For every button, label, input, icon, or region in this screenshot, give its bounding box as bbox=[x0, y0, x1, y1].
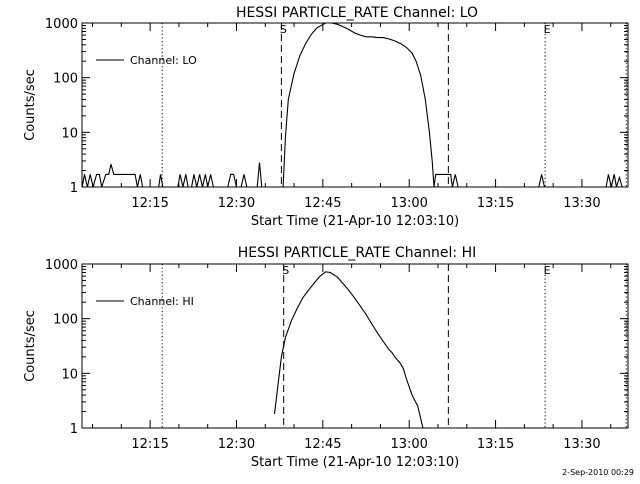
chart-title: HESSI PARTICLE_RATE Channel: LO bbox=[236, 5, 478, 21]
plot-timestamp: 2-Sep-2010 00:29 bbox=[562, 468, 634, 477]
marker-label-e: E bbox=[544, 264, 551, 277]
x-tick-label: 13:00 bbox=[390, 437, 427, 452]
x-tick-label: 13:30 bbox=[563, 437, 600, 452]
chart-panel-2: HESSI PARTICLE_RATE Channel: HI 1 10 100 100… bbox=[23, 245, 629, 470]
legend-label: Channel: HI bbox=[130, 295, 194, 308]
y-tick-label: 1 bbox=[70, 181, 78, 196]
x-axis-label: Start Time (21-Apr-10 12:03:10) bbox=[251, 455, 459, 470]
chart-title: HESSI PARTICLE_RATE Channel: HI bbox=[238, 245, 476, 261]
marker-label-s: S bbox=[282, 264, 289, 277]
marker-label-e: E bbox=[544, 23, 551, 36]
x-tick-label: 12:45 bbox=[304, 196, 341, 211]
x-tick-label: 12:45 bbox=[304, 437, 341, 452]
x-tick-label: 13:15 bbox=[477, 196, 514, 211]
marker-label-s: S bbox=[280, 23, 287, 36]
y-tick-label: 1000 bbox=[45, 258, 78, 273]
x-tick-label: 12:30 bbox=[218, 196, 255, 211]
y-tick-label: 10 bbox=[61, 126, 78, 141]
data-series-line bbox=[273, 271, 424, 429]
y-axis-label: Counts/sec bbox=[23, 310, 38, 382]
x-tick-label: 13:30 bbox=[563, 196, 600, 211]
x-tick-label: 13:00 bbox=[390, 196, 427, 211]
data-series-line bbox=[81, 22, 623, 188]
y-tick-label: 1000 bbox=[45, 17, 78, 32]
x-tick-label: 12:15 bbox=[131, 437, 168, 452]
y-axis-label: Counts/sec bbox=[23, 69, 38, 141]
chart-panel-1: HESSI PARTICLE_RATE Channel: LO 1 10 100 100… bbox=[23, 5, 629, 229]
x-tick-label: 12:30 bbox=[218, 437, 255, 452]
x-tick-label: 13:15 bbox=[477, 437, 514, 452]
legend-label: Channel: LO bbox=[130, 54, 197, 67]
plot-frame bbox=[81, 263, 629, 429]
plot-frame bbox=[81, 22, 629, 188]
y-tick-label: 100 bbox=[53, 313, 78, 328]
y-tick-label: 100 bbox=[53, 72, 78, 87]
y-tick-label: 1 bbox=[70, 422, 78, 437]
x-axis-label: Start Time (21-Apr-10 12:03:10) bbox=[251, 214, 459, 229]
x-tick-label: 12:15 bbox=[131, 196, 168, 211]
y-tick-label: 10 bbox=[61, 367, 78, 382]
